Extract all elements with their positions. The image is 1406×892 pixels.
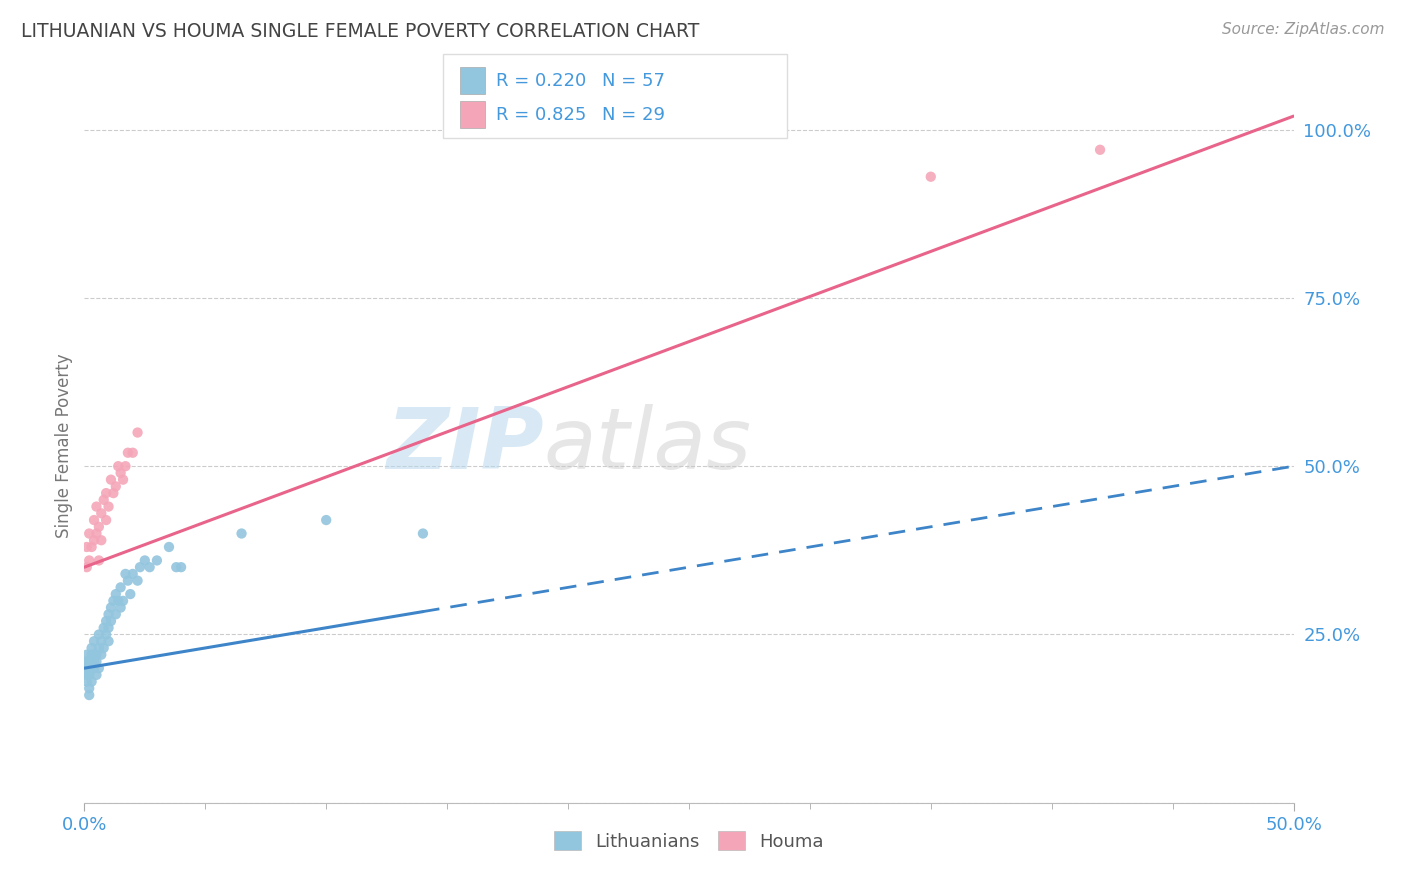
Point — [94, 513, 117, 527]
Point — [77, 526, 100, 541]
Point — [110, 580, 132, 594]
Point — [107, 594, 129, 608]
Text: N = 29: N = 29 — [602, 105, 665, 123]
Point — [76, 655, 98, 669]
Point — [170, 560, 193, 574]
Point — [86, 668, 108, 682]
Point — [86, 526, 108, 541]
Point — [97, 621, 120, 635]
Point — [100, 614, 122, 628]
Point — [76, 661, 98, 675]
Point — [127, 574, 149, 588]
Text: N = 57: N = 57 — [602, 71, 665, 89]
Point — [83, 648, 105, 662]
Point — [120, 587, 142, 601]
Point — [920, 169, 942, 184]
Point — [104, 607, 127, 622]
Point — [112, 473, 135, 487]
Text: atlas: atlas — [544, 404, 752, 488]
Point — [104, 479, 127, 493]
Point — [87, 640, 110, 655]
Text: ZIP: ZIP — [387, 404, 544, 488]
Point — [103, 486, 125, 500]
Point — [412, 526, 434, 541]
Point — [138, 560, 160, 574]
Point — [90, 634, 112, 648]
Point — [114, 459, 136, 474]
Legend: Lithuanians, Houma: Lithuanians, Houma — [547, 824, 831, 858]
Point — [117, 574, 139, 588]
Point — [77, 681, 100, 696]
Point — [127, 425, 149, 440]
Point — [76, 540, 98, 554]
Point — [86, 500, 108, 514]
Point — [80, 640, 103, 655]
Point — [94, 614, 117, 628]
Point — [129, 560, 152, 574]
Point — [83, 634, 105, 648]
Point — [83, 513, 105, 527]
Point — [100, 600, 122, 615]
Point — [134, 553, 156, 567]
Point — [86, 655, 108, 669]
Point — [1088, 143, 1111, 157]
Point — [87, 553, 110, 567]
Text: LITHUANIAN VS HOUMA SINGLE FEMALE POVERTY CORRELATION CHART: LITHUANIAN VS HOUMA SINGLE FEMALE POVERT… — [21, 22, 699, 41]
Point — [104, 587, 127, 601]
Point — [77, 655, 100, 669]
Point — [83, 533, 105, 548]
Point — [90, 506, 112, 520]
Point — [80, 540, 103, 554]
Y-axis label: Single Female Poverty: Single Female Poverty — [55, 354, 73, 538]
Point — [87, 520, 110, 534]
Text: R = 0.825: R = 0.825 — [496, 105, 586, 123]
Point — [83, 655, 105, 669]
Point — [77, 668, 100, 682]
Point — [76, 560, 98, 574]
Point — [110, 600, 132, 615]
Point — [76, 648, 98, 662]
Point — [77, 688, 100, 702]
Point — [94, 486, 117, 500]
Point — [86, 648, 108, 662]
Point — [231, 526, 253, 541]
Point — [97, 634, 120, 648]
Point — [77, 661, 100, 675]
Point — [107, 459, 129, 474]
Point — [90, 648, 112, 662]
Point — [157, 540, 180, 554]
Point — [76, 668, 98, 682]
Point — [97, 500, 120, 514]
Point — [315, 513, 337, 527]
Point — [80, 674, 103, 689]
Point — [93, 492, 115, 507]
Point — [103, 594, 125, 608]
Point — [87, 627, 110, 641]
Point — [83, 661, 105, 675]
Point — [76, 674, 98, 689]
Point — [80, 661, 103, 675]
Point — [121, 446, 143, 460]
Point — [90, 533, 112, 548]
Point — [121, 566, 143, 581]
Point — [100, 473, 122, 487]
Point — [97, 607, 120, 622]
Point — [76, 661, 98, 675]
Text: Source: ZipAtlas.com: Source: ZipAtlas.com — [1222, 22, 1385, 37]
Point — [94, 627, 117, 641]
Point — [117, 446, 139, 460]
Point — [77, 553, 100, 567]
Point — [87, 661, 110, 675]
Point — [80, 648, 103, 662]
Text: R = 0.220: R = 0.220 — [496, 71, 586, 89]
Point — [114, 566, 136, 581]
Point — [93, 621, 115, 635]
Point — [110, 466, 132, 480]
Point — [93, 640, 115, 655]
Point — [146, 553, 169, 567]
Point — [112, 594, 135, 608]
Point — [165, 560, 187, 574]
